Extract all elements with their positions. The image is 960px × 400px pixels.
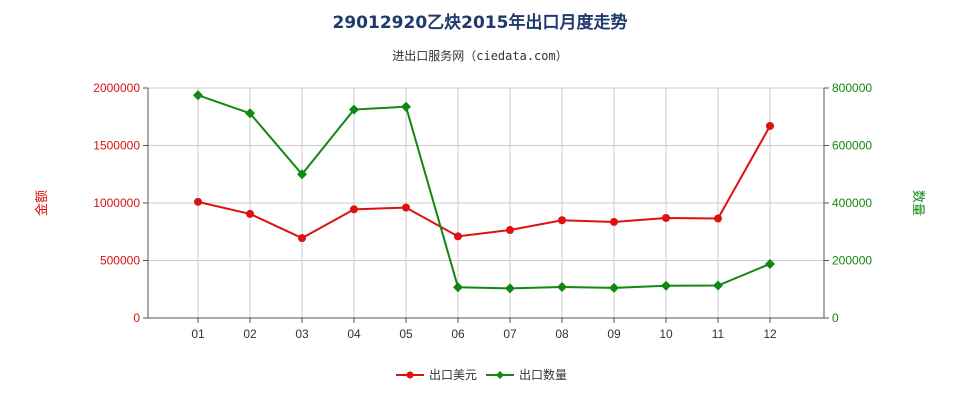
legend-label-2: 出口数量 bbox=[519, 367, 567, 382]
x-tick-label: 07 bbox=[503, 327, 517, 341]
series-point-1 bbox=[766, 121, 774, 130]
series-point-2 bbox=[349, 104, 359, 115]
series-line-2 bbox=[197, 94, 771, 290]
series-point-1 bbox=[506, 226, 514, 235]
left-tick-label: 0 bbox=[133, 311, 140, 325]
series-point-2 bbox=[713, 280, 723, 291]
left-tick-label: 2000000 bbox=[93, 81, 140, 95]
right-tick-label: 200000 bbox=[832, 254, 872, 268]
series-point-2 bbox=[661, 280, 671, 291]
series-point-2 bbox=[765, 258, 775, 269]
series-point-2 bbox=[609, 282, 619, 293]
right-tick-label: 800000 bbox=[832, 81, 872, 95]
left-tick-label: 1500000 bbox=[93, 139, 140, 153]
series-point-2 bbox=[245, 108, 255, 119]
series-point-2 bbox=[505, 283, 515, 294]
chart-title: 29012920乙炔2015年出口月度走势 bbox=[332, 13, 628, 33]
series-point-1 bbox=[350, 205, 358, 214]
series-point-2 bbox=[297, 169, 307, 180]
left-tick-label: 1000000 bbox=[93, 196, 140, 210]
right-axis-title: 数量 bbox=[910, 190, 925, 216]
x-tick-label: 06 bbox=[451, 327, 465, 341]
right-tick-label: 600000 bbox=[832, 139, 872, 153]
x-tick-label: 05 bbox=[399, 327, 413, 341]
series-point-1 bbox=[662, 213, 670, 222]
series-point-1 bbox=[194, 197, 202, 206]
right-tick-label: 0 bbox=[832, 311, 839, 325]
x-tick-label: 04 bbox=[347, 327, 361, 341]
legend-label-1: 出口美元 bbox=[429, 368, 477, 382]
left-axis-title: 金额 bbox=[34, 190, 50, 216]
series-point-1 bbox=[454, 232, 462, 241]
x-tick-label: 01 bbox=[191, 327, 205, 341]
legend-marker-2 bbox=[496, 371, 504, 379]
x-tick-label: 12 bbox=[763, 327, 777, 341]
right-tick-label: 400000 bbox=[832, 196, 872, 210]
series-point-1 bbox=[714, 214, 722, 223]
series-point-2 bbox=[453, 282, 463, 293]
series-point-1 bbox=[298, 234, 306, 243]
series-point-2 bbox=[193, 90, 203, 101]
legend-marker-1 bbox=[406, 371, 414, 379]
series-point-1 bbox=[402, 203, 410, 212]
chart-subtitle: 进出口服务网（ciedata.com） bbox=[392, 49, 568, 63]
series-point-1 bbox=[558, 216, 566, 225]
x-tick-label: 03 bbox=[295, 327, 309, 341]
x-tick-label: 02 bbox=[243, 327, 257, 341]
series-point-1 bbox=[610, 217, 618, 226]
x-tick-label: 10 bbox=[659, 327, 673, 341]
series-point-2 bbox=[557, 281, 567, 292]
x-tick-label: 09 bbox=[607, 327, 621, 341]
series-point-2 bbox=[401, 101, 411, 112]
left-tick-label: 500000 bbox=[100, 254, 140, 268]
x-tick-label: 11 bbox=[712, 327, 725, 341]
series-point-1 bbox=[246, 209, 254, 218]
x-tick-label: 08 bbox=[555, 327, 569, 341]
series-line-1 bbox=[197, 125, 771, 240]
